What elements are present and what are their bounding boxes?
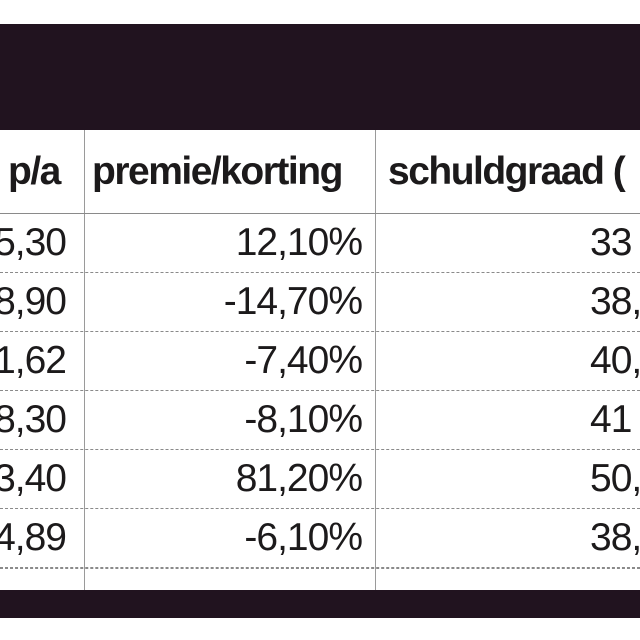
table-row: 3,40 81,20% 50, [0, 450, 640, 509]
table-row: 8,90 -14,70% 38, [0, 273, 640, 332]
table-cell: -8,10% [244, 398, 363, 441]
table-cell: 81,20% [235, 457, 363, 500]
table-cell: -7,40% [244, 339, 363, 382]
table-cell: 40, [590, 339, 640, 382]
bottom-dark-band [0, 590, 640, 618]
table-cell: 50, [590, 457, 640, 500]
table-row: 5,30 12,10% 33 [0, 214, 640, 273]
table-header: p/a premie/korting schuldgraad ( [0, 130, 640, 214]
table-cell: 4,89 [0, 516, 67, 559]
header-cell-pa: p/a [8, 150, 61, 193]
header-cell-schuldgraad: schuldgraad ( [388, 150, 626, 193]
table-cell: 12,10% [235, 221, 363, 264]
top-dark-band [0, 24, 640, 130]
table-cell: 1,62 [0, 339, 67, 382]
table-row: 4,89 -6,10% 38, [0, 509, 640, 568]
table-cell: -6,10% [244, 516, 363, 559]
table-cell: 8,30 [0, 398, 67, 441]
table-row: 1,62 -7,40% 40, [0, 332, 640, 391]
table-cell: 5,30 [0, 221, 67, 264]
table-cell: -14,70% [223, 280, 363, 323]
column-divider [84, 130, 85, 590]
column-divider [375, 130, 376, 590]
table-cell: 33 [590, 221, 632, 264]
table-row: 8,30 -8,10% 41 [0, 391, 640, 450]
table-cell: 3,40 [0, 457, 67, 500]
table-cell: 8,90 [0, 280, 67, 323]
table-cell: 38, [590, 516, 640, 559]
table-cell: 38, [590, 280, 640, 323]
header-cell-premie-korting: premie/korting [92, 150, 343, 193]
table-row-empty [0, 568, 640, 591]
table-cell: 41 [590, 398, 632, 441]
